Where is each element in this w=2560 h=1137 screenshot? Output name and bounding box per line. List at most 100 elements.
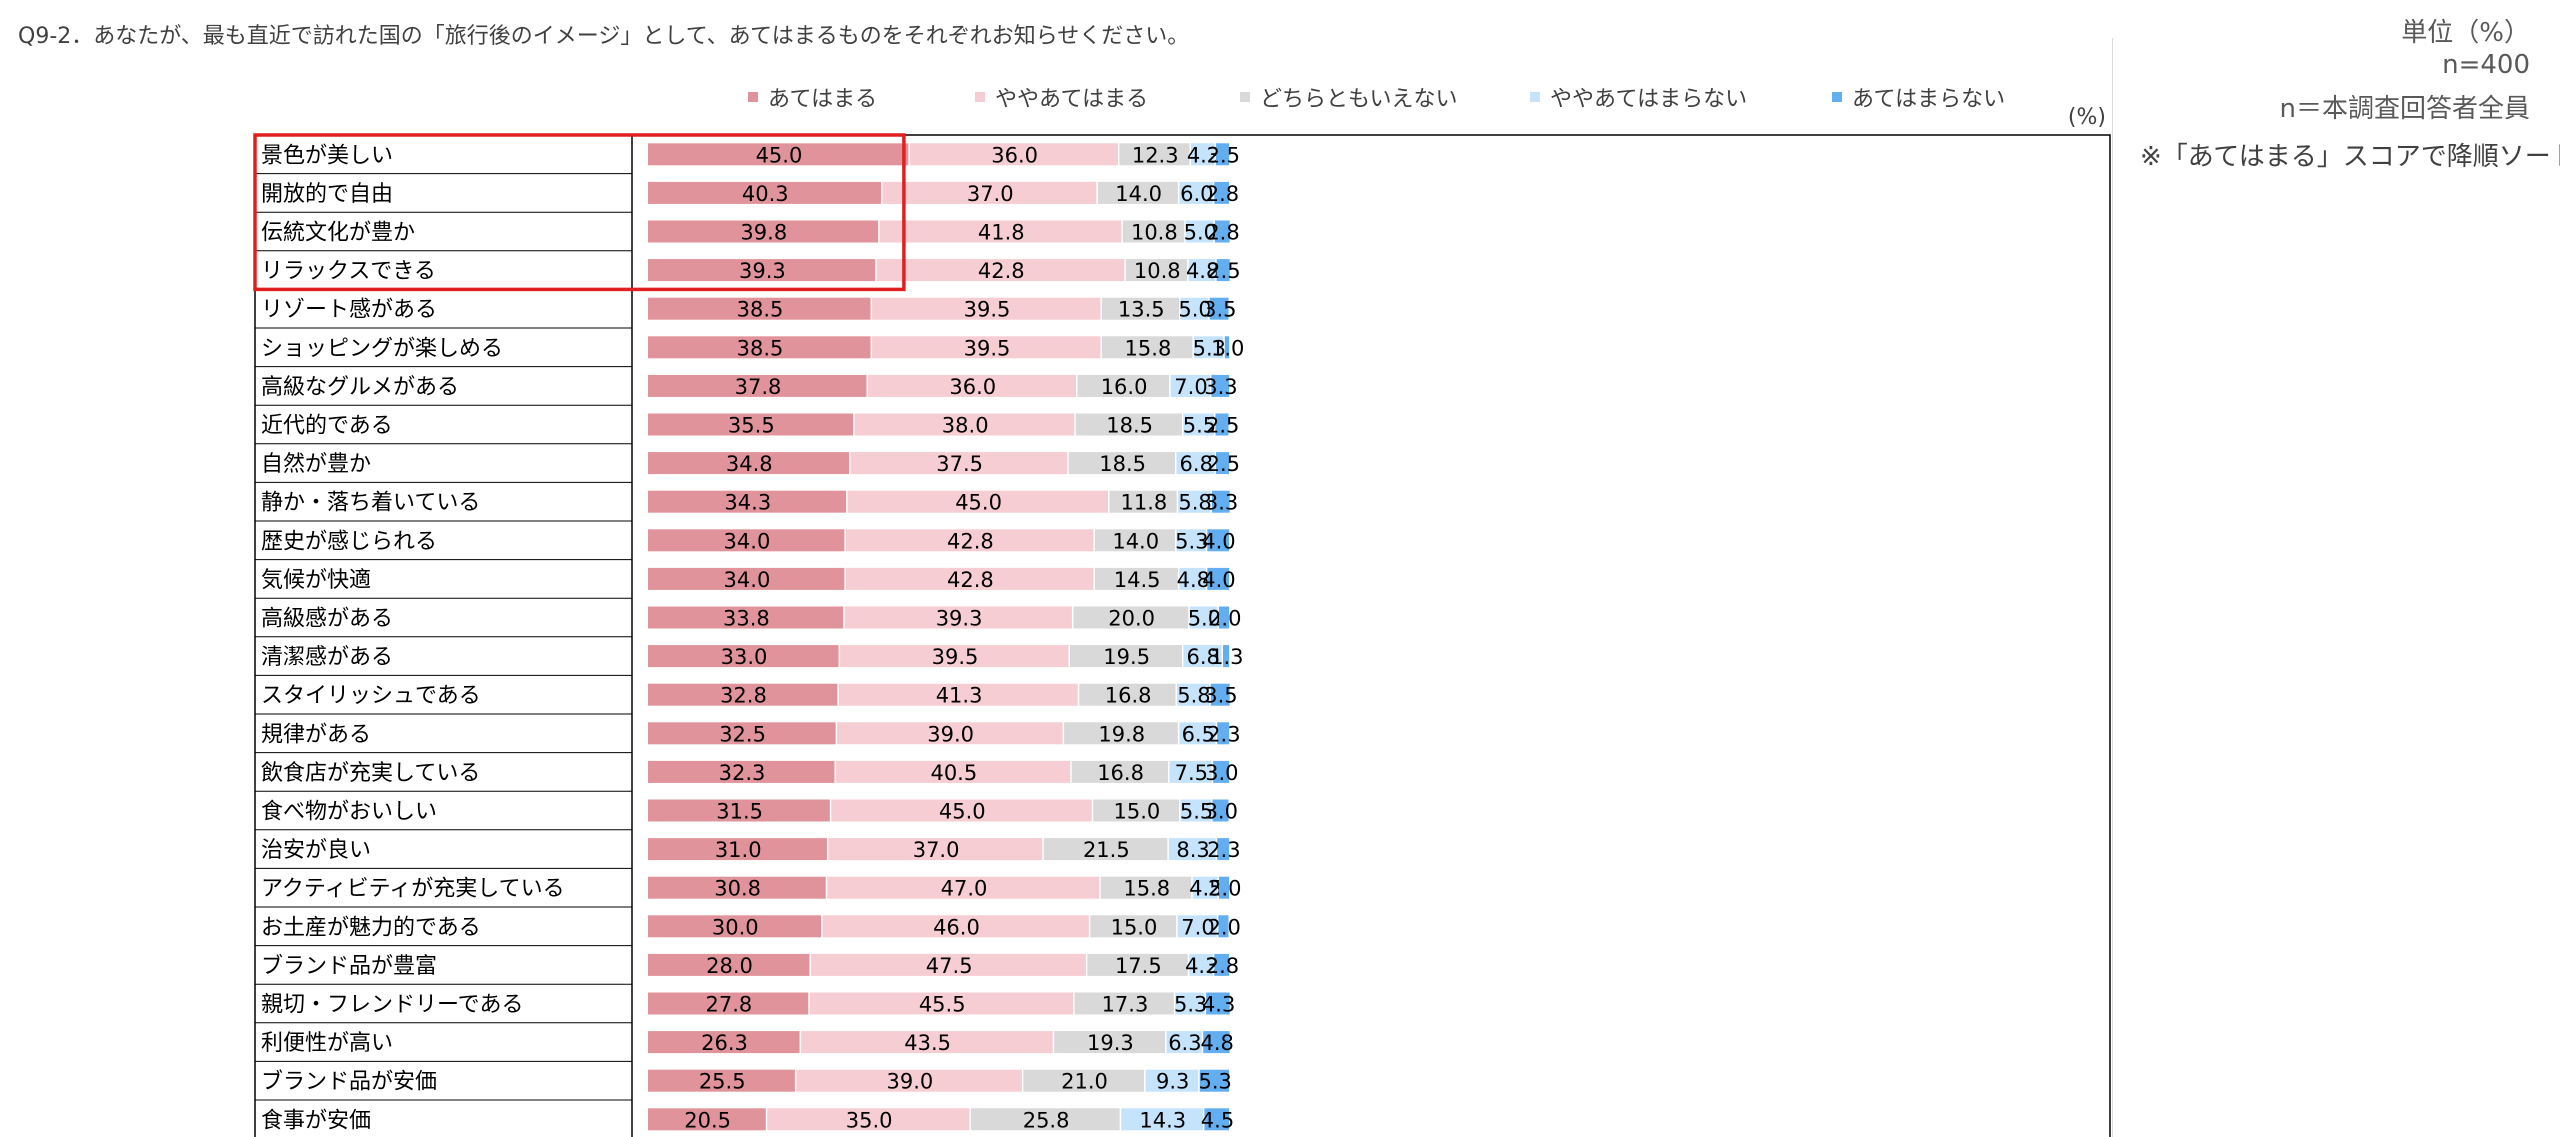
legend-swatch [1530,92,1540,102]
bar-segment [648,760,835,783]
bar-segment [648,799,830,822]
bar-segment [1087,953,1188,976]
value-label: 32.8 [720,684,767,708]
bar-segment [648,297,871,320]
row-label: 飲食店が充実している [261,761,480,786]
bar-segment [845,529,1094,552]
value-label: 47.0 [941,877,988,901]
row-label: 親切・フレンドリーである [261,993,523,1018]
row-label: 近代的である [261,414,393,439]
chart-row: リゾート感がある 38.5 39.5 13.5 5.03.5 [261,297,1237,323]
value-label: 2.0 [1208,607,1241,631]
value-label: 39.5 [964,298,1011,322]
bar-segment [1074,992,1174,1015]
bar-segment [648,374,867,397]
legend-swatch [748,92,758,102]
bar-segment [847,490,1109,513]
value-label: 33.8 [723,607,770,631]
value-label: 46.0 [933,915,980,939]
value-label: 15.8 [1125,336,1172,360]
highlight-rect [253,133,906,292]
value-label: 19.3 [1087,1031,1134,1055]
value-label: 15.0 [1111,915,1158,939]
value-label: 36.0 [991,143,1038,167]
bar-segment [1094,567,1178,590]
value-label: 37.0 [913,838,960,862]
chart-row: 食事が安価 20.5 35.0 25.8 14.3 4.5 [261,1108,1234,1133]
bar-segment [1176,529,1206,552]
bar-segment [1214,953,1230,976]
chart-row: 静か・落ち着いている 34.3 45.0 11.8 5.83.3 [261,490,1238,516]
chart-row: 近代的である 35.5 38.0 18.5 5.52.5 [261,413,1239,439]
value-label: 30.8 [714,877,761,901]
bar-segment [1216,259,1230,282]
chart-row: 気候が快適 34.0 42.8 14.5 4.84.0 [261,567,1236,593]
value-label: 2.8 [1206,954,1239,978]
bar-segment [837,722,1063,745]
bar-segment [867,374,1077,397]
bar-segment [827,876,1100,899]
chart-row: 伝統文化が豊か 39.8 41.8 10.8 5.02.8 [261,220,1240,246]
bar-segment [648,953,810,976]
value-label: 8.3 [1176,838,1209,862]
value-label: 11.8 [1120,491,1167,515]
bar-segment [835,760,1071,783]
value-label: 39.5 [932,645,979,669]
value-label: 4.3 [1202,993,1235,1017]
row-label: アクティビティが充実している [261,877,565,902]
row-label: 食べ物がおいしい [261,800,437,825]
bar-segment [1166,1031,1202,1054]
bar-segment [1054,1031,1166,1054]
chart-row: ブランド品が豊富 28.0 47.5 17.5 4.32.8 [261,953,1239,979]
bar-segment [1077,374,1170,397]
row-label: 治安が良い [261,838,371,863]
row-label: 自然が豊か [261,452,371,477]
value-label: 7.0 [1181,915,1214,939]
value-label: 4.8 [1200,1031,1233,1055]
value-label: 4.0 [1202,529,1235,553]
bar-segment [1179,722,1216,745]
value-label: 2.8 [1206,182,1239,206]
sample-size: n=400 [2442,50,2530,80]
value-label: 7.5 [1175,761,1208,785]
value-label: 6.3 [1168,1031,1201,1055]
bar-segment [1213,760,1230,783]
value-label: 34.0 [724,568,771,592]
value-label: 35.5 [728,414,775,438]
value-label: 5.3 [1174,993,1207,1017]
value-label: 47.5 [926,954,973,978]
value-label: 25.5 [699,1070,746,1094]
value-label: 32.3 [719,761,766,785]
bar-segment [1119,143,1190,166]
bar-segment [809,992,1074,1015]
row-label: 気候が快適 [261,568,371,593]
value-label: 5.8 [1177,684,1210,708]
bar-segment [648,606,844,629]
bar-segment [648,143,909,166]
bar-segment [844,606,1072,629]
value-label: 5.3 [1175,529,1208,553]
bar-segment [1068,452,1175,475]
value-label: 14.3 [1139,1108,1186,1132]
value-label: 39.8 [740,221,787,245]
value-label: 39.0 [927,722,974,746]
legend-swatch [1832,92,1842,102]
value-label: 36.0 [949,375,996,399]
value-label: 18.5 [1106,414,1153,438]
bar-segment [1204,1108,1230,1131]
bar-segment [1218,606,1230,629]
value-label: 3.3 [1204,375,1237,399]
value-label: 35.0 [846,1108,893,1132]
row-label: 静か・落ち着いている [261,491,480,516]
value-label: 4.5 [1189,877,1222,901]
bar-segment [1090,915,1177,938]
chart-row: 清潔感がある 33.0 39.5 19.5 6.81.3 [261,645,1244,670]
bar-segment [1109,490,1177,513]
bar-segment [1121,1108,1203,1131]
bar-segment [882,181,1097,204]
value-label: 4.8 [1186,259,1219,283]
chart-row: 治安が良い 31.0 37.0 21.5 8.32.3 [261,838,1241,863]
bar-segment [1217,838,1230,861]
bar-segment [1214,220,1230,243]
